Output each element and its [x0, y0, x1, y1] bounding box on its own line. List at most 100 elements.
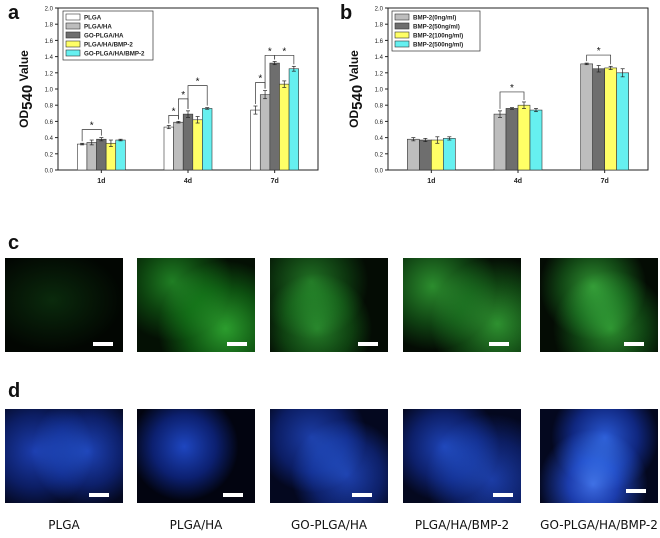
bar	[580, 63, 593, 171]
y-label-rest: Value	[17, 50, 31, 85]
x-tick-label: 7d	[601, 178, 609, 185]
y-tick-label: 0.2	[375, 152, 384, 158]
panel-label-a: a	[8, 2, 20, 24]
legend-swatch	[65, 49, 81, 57]
significance-star: *	[597, 46, 601, 57]
significance-star: *	[282, 46, 286, 57]
chart-a: 0.0 0.2 0.4 0.6 0.8 1.0 1.2 1.4 1.6 1.8 2.0 OD540 V…	[17, 7, 319, 185]
legend-label: BMP-2(0ng/ml)	[413, 15, 456, 22]
bar	[493, 113, 507, 171]
x-tick-label: 4d	[184, 178, 192, 185]
bar	[192, 119, 203, 171]
x-tick-label: 1d	[427, 178, 435, 185]
y-tick-label: 1.6	[45, 39, 54, 45]
y-label-main: OD	[347, 110, 361, 128]
bar	[105, 142, 117, 171]
micrograph-c-go-plga-ha	[270, 258, 388, 352]
caption-plga-ha-bmp2: PLGA/HA/BMP-2	[414, 518, 510, 532]
bar	[604, 67, 617, 171]
bar	[431, 139, 444, 171]
bar	[250, 109, 261, 171]
y-tick-label: 0.6	[375, 120, 384, 126]
significance-star: *	[268, 46, 272, 57]
legend-label: BMP-2(500ng/ml)	[413, 42, 463, 49]
significance-star: *	[258, 74, 262, 85]
y-tick-label: 0.0	[45, 169, 54, 175]
micrograph-c-plga-ha	[137, 258, 255, 352]
significance-bracket	[499, 91, 525, 109]
y-tick-label: 1.4	[375, 55, 384, 61]
y-label-subscript: 540	[349, 85, 366, 110]
bar	[115, 139, 126, 171]
y-tick-label: 1.0	[45, 88, 54, 94]
bar	[279, 83, 290, 171]
y-tick-label: 0.0	[375, 169, 384, 175]
y-axis-label: OD540 Value	[347, 50, 366, 128]
y-tick-label: 0.8	[45, 104, 54, 110]
bar	[77, 143, 88, 171]
micrograph-c-go-plga-ha-bmp2	[540, 258, 658, 352]
caption-plga: PLGA	[48, 518, 80, 532]
legend-label: PLGA/HA/BMP-2	[84, 42, 133, 49]
bar	[616, 72, 629, 171]
significance-bracket	[81, 129, 102, 142]
micrograph-d-plga-ha	[137, 409, 255, 503]
significance-star: *	[172, 106, 176, 117]
scale-bar	[489, 342, 509, 346]
scale-bar	[624, 342, 644, 346]
legend-label: GO-PLGA/HA	[84, 33, 124, 40]
caption-plga-ha: PLGA/HA	[169, 518, 223, 532]
caption-go-plga-ha: GO-PLGA/HA	[290, 518, 368, 532]
legend-swatch	[65, 31, 81, 39]
legend-label: BMP-2(50ng/ml)	[413, 24, 460, 31]
scale-bar	[352, 493, 372, 497]
y-tick-label: 1.6	[375, 39, 384, 45]
legend-label: GO-PLGA/HA/BMP-2	[84, 51, 145, 58]
y-axis-label: OD540 Value	[17, 50, 36, 128]
y-tick-label: 1.2	[375, 71, 384, 77]
bar	[419, 139, 432, 171]
legend-swatch	[394, 31, 410, 39]
bar	[407, 138, 420, 171]
bar	[517, 104, 531, 171]
y-tick-label: 0.4	[375, 136, 384, 142]
legend-label: PLGA	[84, 15, 102, 22]
scale-bar	[223, 493, 243, 497]
panel-label-c: c	[8, 232, 20, 254]
bar	[173, 121, 184, 171]
y-tick-label: 2.0	[375, 7, 384, 13]
scale-bar	[626, 489, 646, 493]
significance-bracket	[274, 55, 295, 65]
micrograph-d-plga-ha-bmp2	[403, 409, 521, 503]
legend-swatch	[394, 13, 410, 21]
legend-swatch	[65, 13, 81, 21]
legend-swatch	[65, 40, 81, 48]
bar	[505, 108, 519, 171]
y-label-subscript: 540	[19, 85, 36, 110]
y-label-rest: Value	[347, 50, 361, 85]
legend-swatch	[394, 40, 410, 48]
bar	[202, 108, 213, 171]
chart-b: 0.0 0.2 0.4 0.6 0.8 1.0 1.2 1.4 1.6 1.8 2.0 OD540 V…	[347, 7, 649, 185]
legend-label: BMP-2(100ng/ml)	[413, 33, 463, 40]
x-tick-label: 4d	[514, 178, 522, 185]
panel-label-d: d	[8, 380, 21, 402]
scale-bar	[227, 342, 247, 346]
bar	[259, 94, 271, 171]
significance-star: *	[196, 77, 200, 88]
caption-go-plga-ha-bmp2: GO-PLGA/HA/BMP-2	[540, 518, 658, 532]
micrograph-d-go-plga-ha	[270, 409, 388, 503]
significance-star: *	[181, 90, 185, 101]
scale-bar	[93, 342, 113, 346]
scale-bar	[493, 493, 513, 497]
significance-star: *	[510, 83, 514, 94]
significance-bracket	[586, 54, 612, 65]
bar	[86, 142, 97, 171]
scale-bar	[89, 493, 109, 497]
y-tick-label: 2.0	[45, 7, 54, 13]
micrograph-d-go-plga-ha-bmp2	[540, 409, 658, 503]
y-tick-label: 0.8	[375, 104, 384, 110]
y-tick-label: 1.8	[375, 23, 384, 29]
micrograph-c-plga	[5, 258, 123, 352]
x-tick-label: 1d	[97, 178, 105, 185]
